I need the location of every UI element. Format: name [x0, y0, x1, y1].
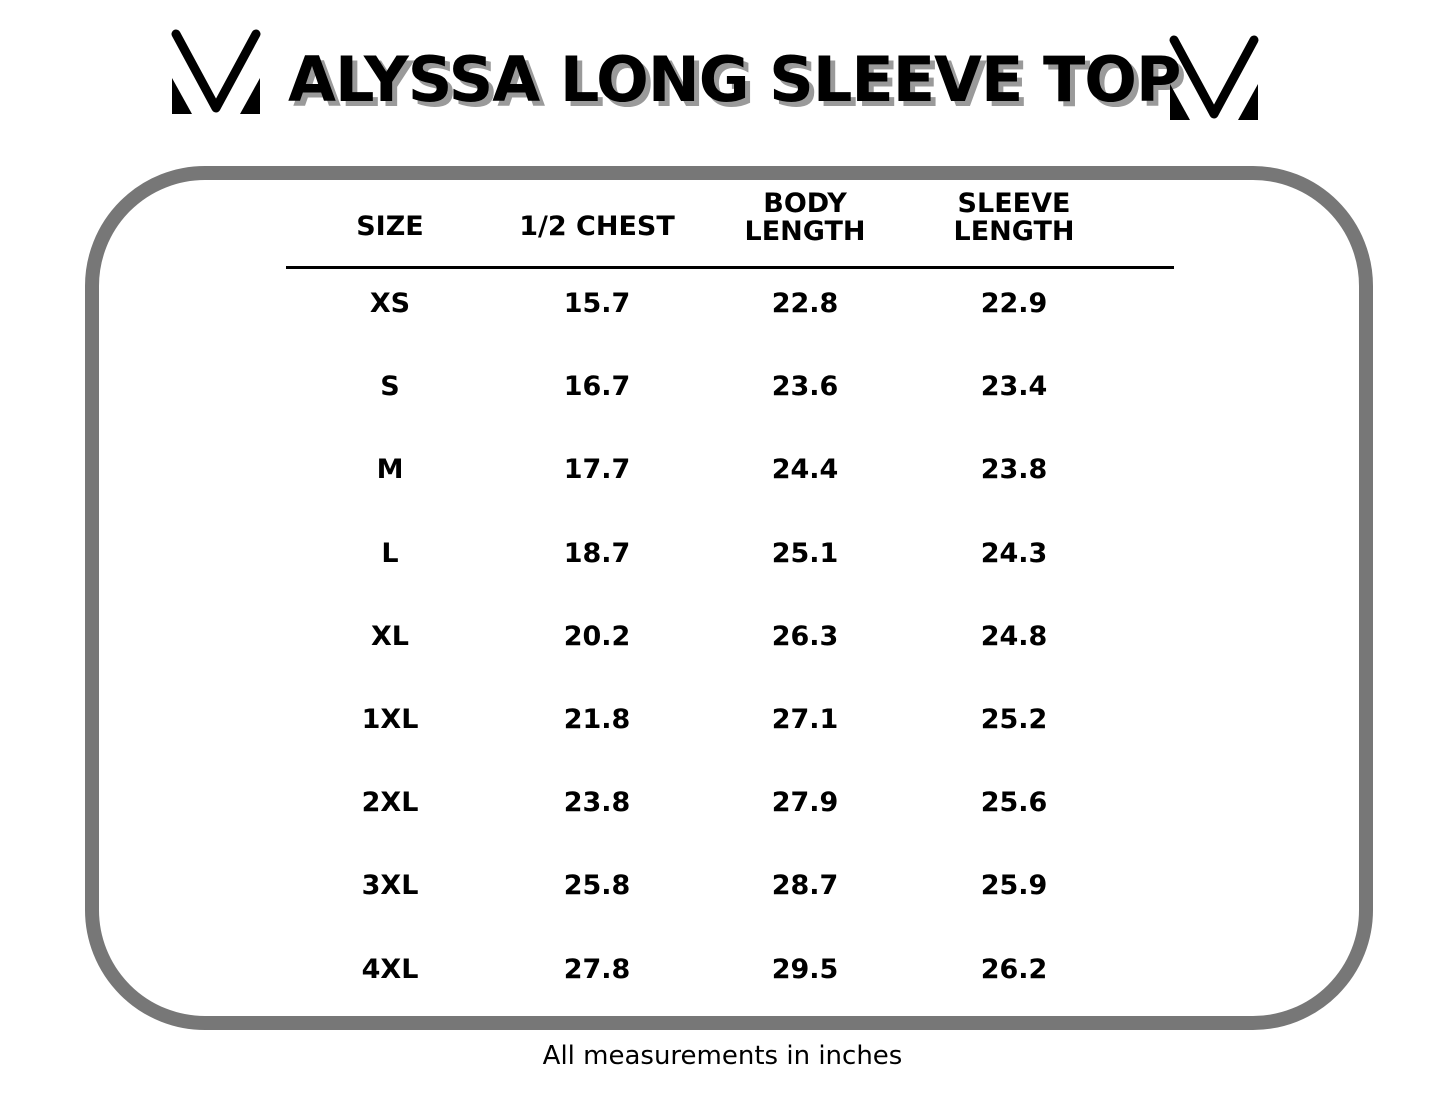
table-cell: 27.9 — [771, 787, 839, 819]
table-cell: 27.8 — [563, 953, 631, 985]
table-cell: 24.8 — [980, 620, 1048, 652]
table-cell: 18.7 — [563, 537, 631, 569]
header-line: LENGTH — [744, 216, 866, 247]
table-cell: 17.7 — [563, 454, 631, 486]
table-cell: 26.2 — [980, 953, 1048, 985]
header-line: BODY — [763, 188, 847, 219]
table-cell: 22.8 — [771, 288, 839, 319]
table-cell: 23.4 — [980, 371, 1048, 403]
size-chart-frame — [85, 166, 1373, 1030]
table-cell: L — [381, 537, 399, 569]
table-cell: 3XL — [361, 870, 419, 902]
table-cell: 28.7 — [771, 870, 839, 902]
table-cell: 22.9 — [980, 288, 1048, 319]
column-header: BODY LENGTH — [705, 190, 905, 246]
table-cell: 24.3 — [980, 537, 1048, 569]
header-divider — [286, 266, 1174, 269]
v-logo-icon — [171, 29, 261, 114]
column-header: SIZE — [290, 213, 490, 241]
table-cell: 23.8 — [980, 454, 1048, 486]
table-cell: 29.5 — [771, 953, 839, 985]
table-cell: 25.9 — [980, 870, 1048, 902]
table-cell: 26.3 — [771, 620, 839, 652]
table-cell: 27.1 — [771, 704, 839, 735]
table-cell: 25.1 — [771, 537, 839, 569]
table-cell: 16.7 — [563, 371, 631, 403]
table-cell: 4XL — [361, 953, 419, 985]
header-line: SLEEVE — [957, 188, 1071, 219]
table-cell: 25.8 — [563, 870, 631, 902]
page-title: ALYSSA LONG SLEEVE TOP — [288, 43, 1181, 116]
header-line: SIZE — [356, 211, 424, 242]
table-cell: 20.2 — [563, 620, 631, 652]
v-logo-icon — [1169, 35, 1259, 120]
footer-note: All measurements in inches — [542, 1041, 903, 1071]
table-cell: 1XL — [361, 704, 419, 735]
header-line: 1/2 CHEST — [519, 211, 675, 242]
table-cell: 25.6 — [980, 787, 1048, 819]
column-header: 1/2 CHEST — [497, 213, 697, 241]
table-cell: XS — [369, 288, 411, 319]
table-cell: S — [380, 371, 400, 403]
column-header: SLEEVE LENGTH — [914, 190, 1114, 246]
table-cell: 24.4 — [771, 454, 839, 486]
table-cell: 25.2 — [980, 704, 1048, 735]
table-cell: XL — [370, 620, 410, 652]
table-cell: 21.8 — [563, 704, 631, 735]
table-cell: 23.8 — [563, 787, 631, 819]
header-line: LENGTH — [953, 216, 1075, 247]
table-cell: M — [376, 454, 404, 486]
table-cell: 2XL — [361, 787, 419, 819]
table-cell: 15.7 — [563, 288, 631, 319]
table-cell: 23.6 — [771, 371, 839, 403]
